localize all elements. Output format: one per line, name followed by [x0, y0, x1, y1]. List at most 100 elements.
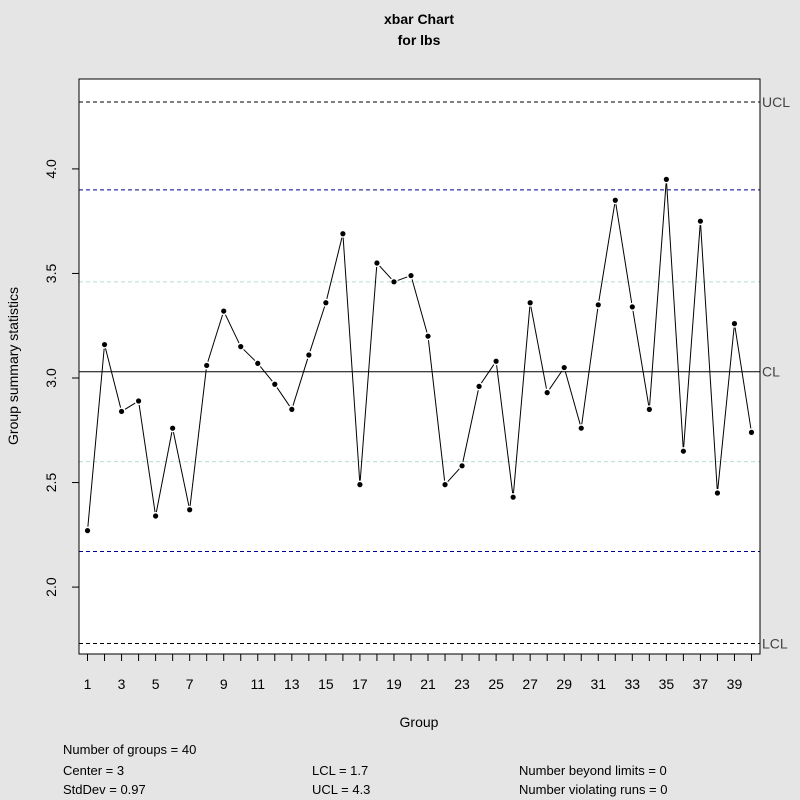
- series-segment: [124, 402, 136, 410]
- x-tick-label: 13: [284, 676, 300, 692]
- stat-number-of-groups: Number of groups = 40: [63, 742, 197, 757]
- series-segment: [155, 432, 173, 513]
- data-point: [459, 463, 465, 469]
- x-tick-label: 19: [386, 676, 402, 692]
- series-segment: [512, 306, 531, 494]
- series-segment: [734, 327, 752, 429]
- series-segment: [87, 348, 105, 527]
- x-tick-label: 15: [318, 676, 334, 692]
- data-point: [731, 321, 738, 327]
- data-point: [561, 364, 567, 371]
- data-point: [663, 176, 669, 182]
- data-point: [272, 381, 278, 387]
- x-tick-label: 27: [522, 676, 538, 692]
- cl-label: CL: [762, 364, 780, 380]
- data-point: [493, 358, 499, 364]
- data-point: [612, 197, 618, 203]
- y-tick-label: 2.0: [43, 577, 59, 597]
- data-point: [697, 218, 704, 224]
- x-tick-label: 21: [420, 676, 436, 692]
- series-segment: [342, 237, 361, 481]
- series-segment: [276, 387, 290, 407]
- data-point: [527, 300, 533, 306]
- series-segment: [683, 225, 701, 448]
- series-segment: [615, 204, 633, 304]
- plot-background: [79, 79, 760, 654]
- ucl-label: UCL: [762, 94, 790, 110]
- data-point: [238, 344, 244, 350]
- series-segment: [397, 276, 408, 281]
- x-tick-label: 35: [659, 676, 675, 692]
- series-segment: [717, 327, 735, 490]
- data-point: [221, 308, 227, 314]
- data-point: [425, 333, 431, 339]
- control-limit-labels: UCL CL LCL: [762, 94, 790, 652]
- series-segment: [379, 265, 392, 280]
- stat-beyond-limits: Number beyond limits = 0: [519, 763, 667, 778]
- data-point: [101, 341, 108, 348]
- series-segment: [564, 371, 581, 425]
- series-segment: [243, 349, 256, 361]
- data-point: [187, 507, 193, 513]
- series-segment: [427, 340, 446, 481]
- x-tick-label: 23: [454, 676, 470, 692]
- data-point: [170, 425, 176, 431]
- data-point: [646, 406, 652, 412]
- series-segment: [598, 204, 616, 301]
- series-segment: [411, 279, 428, 333]
- series-segment: [462, 390, 479, 463]
- data-series: [84, 176, 755, 534]
- data-point: [544, 390, 550, 396]
- x-tick-label: 39: [727, 676, 743, 692]
- x-tick-label: 7: [186, 676, 194, 692]
- series-segment: [581, 308, 599, 425]
- stat-stddev: StdDev = 0.97: [63, 782, 146, 797]
- series-segment: [359, 266, 378, 481]
- x-tick-label: 11: [250, 676, 265, 692]
- x-tick-label: 5: [152, 676, 160, 692]
- y-tick-label: 3.5: [43, 264, 59, 284]
- x-tick-label: 17: [352, 676, 368, 692]
- x-tick-label: 3: [118, 676, 126, 692]
- y-tick-label: 2.5: [43, 473, 59, 493]
- data-point: [578, 425, 584, 431]
- data-point: [357, 482, 363, 488]
- x-tick-label: 37: [693, 676, 709, 692]
- stat-ucl: UCL = 4.3: [312, 782, 371, 797]
- series-segment: [480, 364, 495, 384]
- data-point: [595, 302, 601, 308]
- x-tick-label: 33: [625, 676, 641, 692]
- x-axis-label: Group: [400, 714, 439, 730]
- series-segment: [649, 183, 667, 406]
- series-segment: [224, 314, 240, 344]
- data-point: [306, 352, 312, 358]
- series-segment: [207, 314, 223, 362]
- data-point: [510, 494, 516, 500]
- series-segment: [666, 183, 684, 448]
- x-axis: 1 3 5 7 9 11 13 15 17 19 21 23 25 27 29 31 33 35 37 39: [84, 653, 752, 692]
- series-segment: [189, 369, 207, 506]
- x-tick-label: 29: [556, 676, 572, 692]
- data-point: [289, 406, 295, 412]
- data-point: [476, 383, 482, 389]
- data-point: [408, 272, 414, 279]
- y-axis: 2.0 2.5 3.0 3.5 4.0: [43, 159, 80, 597]
- data-point: [118, 408, 125, 415]
- stat-violating-runs: Number violating runs = 0: [519, 782, 668, 797]
- chart-subtitle: for lbs: [398, 32, 441, 48]
- data-point: [135, 398, 142, 404]
- series-segment: [700, 225, 718, 490]
- y-axis-label: Group summary statistics: [5, 287, 21, 445]
- data-point: [340, 231, 346, 237]
- series-segment: [632, 310, 650, 406]
- data-point: [323, 300, 329, 306]
- data-point: [204, 362, 210, 369]
- data-point: [680, 448, 686, 454]
- control-limit-lines: [79, 101, 760, 645]
- series-segment: [105, 348, 122, 408]
- data-point: [391, 279, 397, 285]
- y-tick-label: 3.0: [43, 368, 59, 388]
- series-segment: [172, 431, 190, 506]
- series-segment: [259, 366, 273, 382]
